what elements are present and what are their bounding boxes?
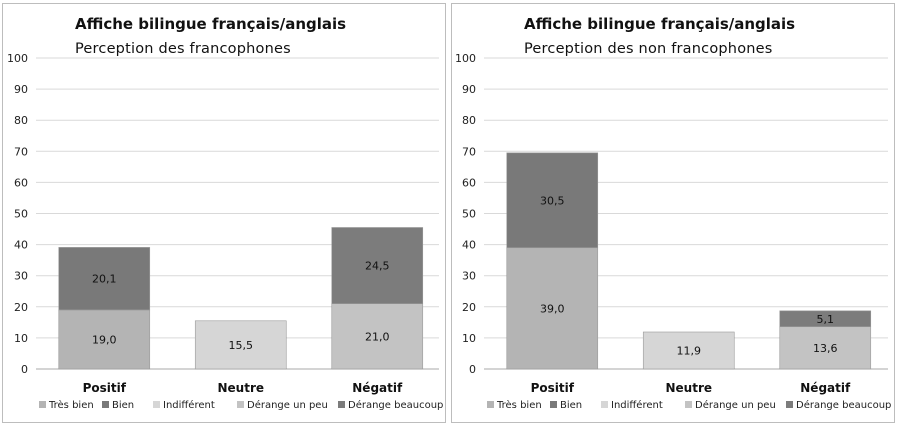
bar-segment — [331, 227, 424, 304]
y-tick-label: 90 — [462, 83, 476, 96]
bar-segment — [642, 331, 735, 370]
y-tick-label: 30 — [14, 270, 28, 283]
legend-swatch — [39, 401, 46, 408]
data-label: 19,0 — [92, 333, 117, 346]
y-tick-label: 10 — [462, 332, 476, 345]
category-label: Positif — [531, 381, 575, 395]
category-label: Neutre — [217, 381, 264, 395]
chart-panel-non-francophones: Affiche bilingue français/anglais Percept… — [451, 3, 895, 423]
bar-segment — [58, 309, 151, 370]
bar-segment — [58, 247, 151, 311]
y-tick-label: 70 — [14, 145, 28, 158]
y-tick-label: 80 — [462, 114, 476, 127]
legend-label: Très bien — [496, 399, 542, 411]
chart-panel-francophones: Affiche bilingue français/anglais Percept… — [2, 3, 446, 423]
chart-svg-francophones: Affiche bilingue français/anglais Percept… — [7, 15, 443, 411]
chart-title: Affiche bilingue français/anglais — [75, 15, 346, 33]
chart-svg-non-francophones: Affiche bilingue français/anglais Percept… — [455, 15, 891, 411]
y-tick-label: 30 — [462, 270, 476, 283]
bar-segment — [331, 303, 424, 370]
chart-subtitle: Perception des non francophones — [524, 41, 773, 57]
y-tick-label: 50 — [462, 208, 476, 221]
bar-segment — [779, 310, 872, 328]
data-label: 13,6 — [813, 342, 838, 355]
chart-subtitle: Perception des francophones — [75, 41, 291, 57]
y-tick-label: 20 — [462, 301, 476, 314]
data-label: 30,5 — [540, 194, 565, 207]
y-tick-label: 90 — [14, 83, 28, 96]
legend-label: Dérange beaucoup — [348, 399, 443, 411]
legend-label: Bien — [560, 400, 582, 411]
y-tick-label: 20 — [14, 301, 28, 314]
legend-swatch — [153, 401, 160, 408]
legend-label: Indifférent — [611, 399, 663, 411]
legend-label: Dérange un peu — [247, 399, 328, 411]
data-label: 20,1 — [92, 273, 117, 286]
category-label: Positif — [83, 381, 127, 395]
y-tick-label: 100 — [455, 52, 476, 65]
category-label: Neutre — [665, 381, 712, 395]
y-tick-label: 80 — [14, 114, 28, 127]
legend-label: Très bien — [48, 399, 94, 411]
y-tick-label: 100 — [7, 52, 28, 65]
legend-swatch — [550, 401, 557, 408]
category-label: Négatif — [352, 381, 403, 395]
bar-segment — [194, 320, 287, 370]
bar-segment — [779, 326, 872, 370]
y-tick-label: 40 — [14, 239, 28, 252]
y-tick-label: 60 — [462, 176, 476, 189]
y-tick-label: 60 — [14, 176, 28, 189]
y-tick-label: 10 — [14, 332, 28, 345]
y-tick-label: 70 — [462, 145, 476, 158]
y-tick-label: 0 — [469, 363, 476, 376]
bar-segment — [506, 247, 599, 370]
legend-swatch — [601, 401, 608, 408]
legend-swatch — [102, 401, 109, 408]
legend-label: Indifférent — [163, 399, 215, 411]
data-label: 39,0 — [540, 302, 565, 315]
y-tick-label: 40 — [462, 239, 476, 252]
legend-label: Dérange un peu — [695, 399, 776, 411]
category-label: Négatif — [800, 381, 851, 395]
chart-title: Affiche bilingue français/anglais — [524, 15, 795, 33]
legend-swatch — [338, 401, 345, 408]
data-label: 11,9 — [677, 344, 702, 357]
data-label: 5,1 — [817, 313, 835, 326]
legend-label: Dérange beaucoup — [796, 399, 891, 411]
y-tick-label: 0 — [21, 363, 28, 376]
bar-segment — [506, 152, 599, 249]
legend-swatch — [237, 401, 244, 408]
legend-swatch — [487, 401, 494, 408]
data-label: 15,5 — [229, 339, 254, 352]
y-tick-label: 50 — [14, 208, 28, 221]
data-label: 24,5 — [365, 260, 390, 273]
legend-swatch — [786, 401, 793, 408]
data-label: 21,0 — [365, 330, 390, 343]
legend-swatch — [685, 401, 692, 408]
legend-label: Bien — [112, 400, 134, 411]
